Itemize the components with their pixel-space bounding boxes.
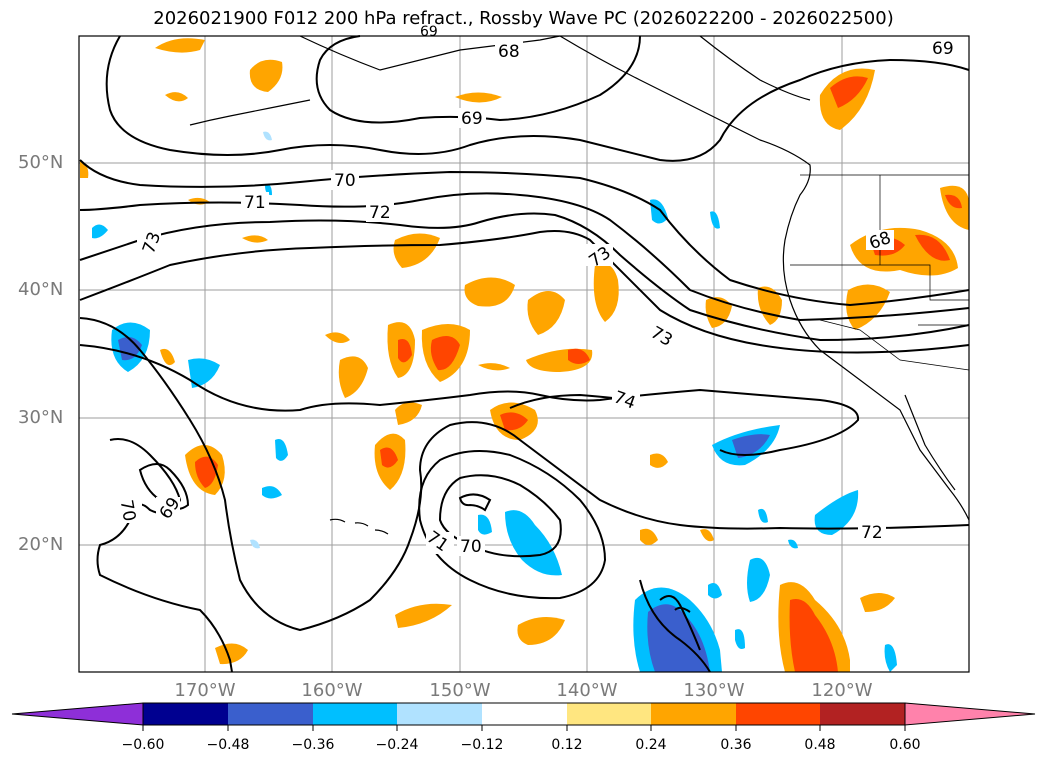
lat-label: 40°N [18, 279, 64, 300]
contour-label: 69 [461, 109, 483, 129]
colorbar [11, 702, 1036, 731]
lat-label: 50°N [18, 152, 64, 173]
colorbar-segment [228, 703, 313, 725]
colorbar-tick-label: 0.60 [889, 737, 921, 753]
colorbar-segment [736, 703, 820, 725]
lon-label: 170°W [174, 680, 236, 701]
colorbar-segment [482, 703, 567, 725]
colorbar-tick-label: 0.36 [720, 737, 752, 753]
colorbar-segment [820, 703, 905, 725]
lat-label: 20°N [18, 534, 64, 555]
contour-label: 69 [932, 39, 954, 59]
colorbar-tick-label: −0.36 [291, 737, 335, 753]
colorbar-segment [143, 703, 228, 725]
contour-label: 69 [420, 24, 438, 40]
borders [790, 174, 970, 371]
lat-label: 30°N [18, 407, 64, 428]
contour-label: 72 [369, 203, 391, 223]
lon-label: 150°W [429, 680, 491, 701]
refractivity-contours [79, 35, 970, 673]
contour-label-group: 68 69 69 70 71 72 73 73 73 74 70 69 71 7… [116, 24, 958, 557]
lon-label: 120°W [811, 680, 873, 701]
lon-label: 130°W [683, 680, 745, 701]
contour-label: 71 [244, 193, 266, 213]
colorbar-tick-label: −0.60 [121, 737, 165, 753]
colorbar-tick-label: −0.48 [206, 737, 250, 753]
colorbar-segment [651, 703, 736, 725]
colorbar-extend-high [904, 702, 1036, 726]
colorbar-tick-label: 0.48 [804, 737, 836, 753]
contour-label: 70 [116, 498, 139, 523]
colorbar-segment [397, 703, 482, 725]
lon-label: 160°W [301, 680, 363, 701]
contour-label: 72 [861, 523, 883, 543]
colorbar-tick-label: −0.24 [375, 737, 419, 753]
map-area [79, 36, 969, 672]
colorbar-tick-label: 0.12 [551, 737, 583, 753]
colorbar-segment [567, 703, 651, 725]
colorbar-segment [313, 703, 397, 725]
map-frame [78, 35, 970, 673]
colorbar-tick-label: −0.12 [460, 737, 504, 753]
colorbar-tick-label: 0.24 [635, 737, 667, 753]
contour-label: 70 [334, 171, 356, 191]
lon-label: 140°W [556, 680, 618, 701]
contour-label: 68 [498, 42, 520, 62]
contour-label: 70 [460, 537, 482, 557]
colorbar-extend-low [11, 702, 144, 726]
map-title: 2026021900 F012 200 hPa refract., Rossby… [153, 8, 894, 29]
